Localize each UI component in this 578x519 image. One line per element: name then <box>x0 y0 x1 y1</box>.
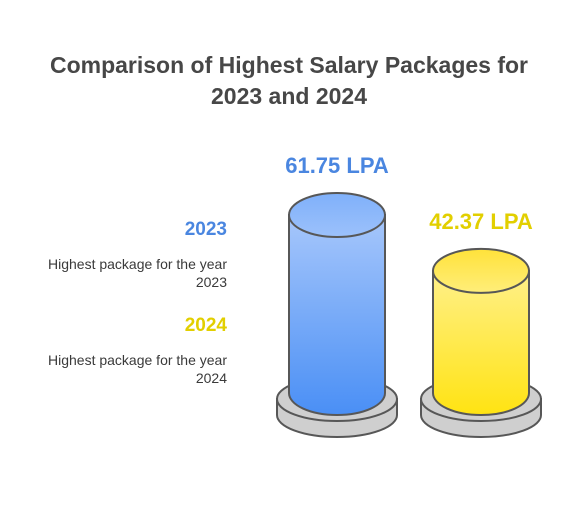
legend-desc-2024-line-1: Highest package for the year <box>48 352 227 368</box>
legend-desc-2024-line-2: 2024 <box>195 370 227 386</box>
legend-desc-2023: Highest package for the year 2023 <box>7 255 227 291</box>
chart-title-line-1: Comparison of Highest Salary Packages fo… <box>49 52 529 78</box>
legend-desc-2023-line-1: Highest package for the year <box>48 256 227 272</box>
value-label-2023: 61.75 LPA <box>285 153 389 178</box>
bar-top-2024 <box>432 247 530 294</box>
bar-top-2023 <box>288 192 386 238</box>
legend-desc-2023-line-2: 2023 <box>195 274 227 290</box>
legend-year-2023: 2023 <box>184 219 227 240</box>
legend-year-2024: 2024 <box>184 315 227 336</box>
chart-title-line-2: 2023 and 2024 <box>210 83 367 109</box>
bar-body-2023 <box>288 214 386 416</box>
value-label-2024: 42.37 LPA <box>429 209 533 234</box>
bar-body-2024 <box>432 269 530 416</box>
chart-title: Comparison of Highest Salary Packages fo… <box>0 50 578 112</box>
legend-desc-2024: Highest package for the year 2024 <box>7 351 227 387</box>
